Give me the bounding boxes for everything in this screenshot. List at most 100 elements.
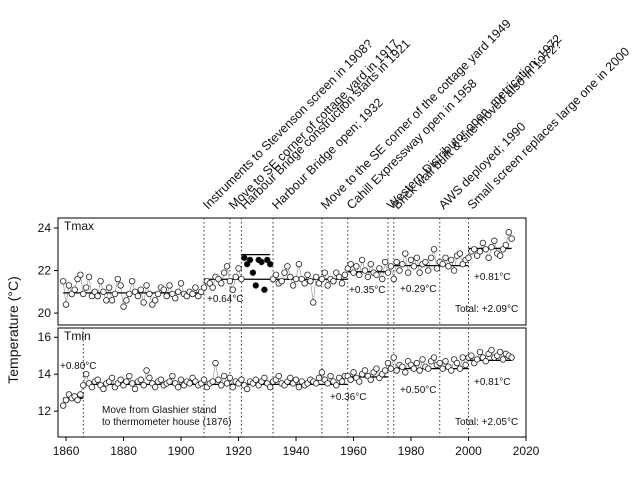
data-point: [344, 265, 351, 272]
data-point: [229, 286, 236, 293]
data-point: [232, 273, 239, 281]
annotation: +0.36°C: [330, 392, 367, 403]
data-point: [436, 359, 443, 367]
data-point: [108, 297, 116, 304]
data-point: [74, 396, 81, 404]
data-point: [361, 267, 369, 274]
y-tick-label: 16: [38, 330, 52, 344]
x-tick-label: 2020: [513, 444, 540, 458]
data-point: [266, 260, 274, 268]
data-point: [485, 254, 492, 261]
data-point: [229, 383, 236, 391]
data-point: [387, 365, 395, 372]
x-tick-label: 1940: [283, 444, 310, 458]
data-point: [459, 260, 466, 268]
data-point: [209, 378, 216, 385]
data-point: [508, 354, 515, 361]
data-point: [338, 378, 346, 385]
data-point: [151, 297, 159, 304]
data-point: [390, 275, 397, 283]
data-point: [324, 380, 331, 387]
data-point: [413, 254, 420, 261]
event-label: Small screen replaces large one in 2000: [465, 44, 633, 212]
data-point: [488, 346, 495, 354]
data-point: [295, 260, 303, 268]
data-point: [117, 376, 124, 383]
data-point: [174, 288, 182, 296]
data-point: [215, 275, 222, 283]
data-point: [390, 354, 397, 361]
data-point: [195, 292, 202, 300]
data-point: [137, 286, 144, 293]
data-point: [356, 271, 363, 278]
data-point: [241, 254, 248, 261]
data-point: [200, 284, 208, 291]
data-point: [404, 269, 412, 276]
data-point: [301, 280, 308, 287]
data-point: [114, 275, 121, 283]
data-point: [80, 382, 87, 389]
data-point: [169, 372, 176, 380]
data-point: [200, 376, 208, 383]
data-point: [482, 358, 489, 365]
data-point: [183, 292, 190, 300]
data-point: [367, 260, 374, 268]
data-point: [209, 284, 216, 291]
data-point: [261, 286, 268, 293]
data-point: [151, 383, 159, 391]
y-tick-label: 22: [38, 264, 52, 278]
y-tick-label: 14: [38, 367, 52, 381]
data-point: [439, 260, 446, 268]
data-point: [321, 269, 328, 276]
x-tick-label: 1960: [340, 444, 367, 458]
annotation: +0.50°C: [400, 385, 437, 396]
data-point: [373, 271, 380, 278]
data-point: [103, 297, 110, 304]
panel-label: Tmax: [64, 219, 94, 233]
data-point: [453, 359, 461, 367]
data-point: [379, 275, 386, 283]
annotation: to thermometer house (1876): [102, 417, 232, 428]
data-point: [126, 372, 133, 380]
data-point: [462, 361, 469, 369]
data-point: [439, 365, 446, 372]
data-point: [430, 246, 438, 253]
y-tick-label: 24: [38, 221, 52, 235]
data-point: [163, 292, 170, 300]
data-point: [157, 376, 165, 383]
data-point: [338, 280, 346, 287]
data-point: [419, 356, 426, 363]
data-point: [131, 288, 139, 296]
annotation: Total: +2.09°C: [455, 304, 518, 315]
data-point: [333, 269, 340, 276]
data-point: [238, 376, 245, 383]
data-point: [413, 359, 420, 367]
data-point: [226, 374, 234, 382]
data-point: [212, 359, 219, 367]
data-point: [496, 348, 504, 356]
data-point: [91, 288, 98, 296]
data-point: [111, 290, 119, 298]
data-point: [134, 292, 142, 300]
x-tick-label: 1920: [225, 444, 252, 458]
data-point: [77, 391, 84, 398]
data-point: [310, 299, 317, 306]
data-point: [476, 348, 484, 356]
data-point: [275, 372, 282, 380]
data-point: [425, 267, 432, 274]
data-point: [77, 271, 84, 278]
data-point: [192, 284, 199, 291]
data-point: [442, 358, 449, 365]
data-point: [499, 356, 507, 363]
data-point: [292, 275, 300, 283]
data-point: [335, 273, 343, 281]
data-point: [218, 382, 225, 389]
data-point: [197, 288, 205, 296]
panel-frame: [57, 217, 527, 326]
data-point: [347, 260, 354, 268]
data-point: [508, 235, 515, 242]
data-point: [292, 376, 300, 383]
data-point: [105, 284, 113, 291]
data-point: [68, 290, 75, 298]
